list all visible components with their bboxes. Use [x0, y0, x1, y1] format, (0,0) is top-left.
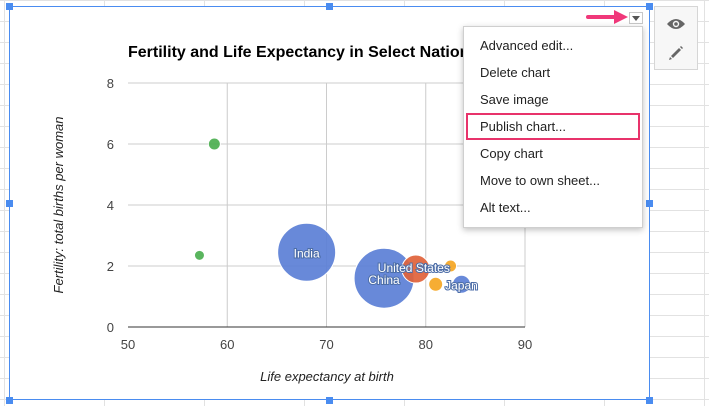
- y-tick-label: 0: [107, 320, 114, 335]
- bubble-label: India: [294, 246, 320, 260]
- pointer-arrow-icon: [586, 10, 628, 24]
- y-tick-label: 2: [107, 259, 114, 274]
- pencil-icon: [669, 46, 683, 60]
- resize-handle-top-right[interactable]: [646, 3, 653, 10]
- menu-item-publish-chart[interactable]: Publish chart...: [466, 113, 640, 140]
- x-tick-label: 70: [319, 337, 333, 352]
- x-axis-label: Life expectancy at birth: [260, 369, 394, 384]
- side-toolbar: [654, 6, 698, 70]
- bubble-label: Japan: [445, 278, 478, 292]
- chart-menu-dropdown[interactable]: [629, 12, 643, 24]
- bubble-point: [277, 222, 337, 282]
- y-tick-label: 4: [107, 198, 114, 213]
- bubble-point: [207, 137, 221, 151]
- y-axis-label: Fertility: total births per woman: [51, 116, 66, 293]
- menu-item-delete-chart[interactable]: Delete chart: [480, 65, 551, 80]
- bubble-point: [444, 259, 458, 273]
- axis-ticks: 50 60 70 80 90 0 2 4 6 8: [107, 76, 532, 352]
- bubble-point: [193, 249, 205, 261]
- y-tick-label: 6: [107, 137, 114, 152]
- resize-handle-middle-left[interactable]: [6, 200, 13, 207]
- resize-handle-top-left[interactable]: [6, 3, 13, 10]
- eye-icon: [667, 19, 685, 29]
- x-tick-label: 50: [121, 337, 135, 352]
- menu-item-advanced-edit[interactable]: Advanced edit...: [480, 38, 574, 53]
- view-button[interactable]: [660, 10, 692, 38]
- menu-item-alt-text[interactable]: Alt text...: [480, 200, 531, 215]
- bubble-point: [428, 276, 444, 292]
- grid-lines: [128, 82, 526, 328]
- x-tick-label: 90: [518, 337, 532, 352]
- y-tick-label: 8: [107, 76, 114, 91]
- resize-handle-bottom-right[interactable]: [646, 397, 653, 404]
- menu-item-move-to-own-sheet[interactable]: Move to own sheet...: [480, 173, 600, 188]
- resize-handle-bottom-left[interactable]: [6, 397, 13, 404]
- bubble-point: [401, 254, 431, 284]
- x-tick-label: 80: [419, 337, 433, 352]
- x-tick-label: 60: [220, 337, 234, 352]
- menu-item-copy-chart[interactable]: Copy chart: [480, 146, 543, 161]
- resize-handle-bottom-middle[interactable]: [326, 397, 333, 404]
- bubble-label: China: [368, 273, 400, 287]
- edit-button[interactable]: [660, 39, 692, 67]
- bubble-label: United States: [378, 261, 450, 275]
- resize-handle-middle-right[interactable]: [646, 200, 653, 207]
- resize-handle-top-middle[interactable]: [326, 3, 333, 10]
- bubble-point: [451, 274, 471, 294]
- chart-context-menu: Advanced edit... Delete chart Save image…: [463, 26, 643, 228]
- chart-title: Fertility and Life Expectancy in Select …: [128, 44, 478, 61]
- menu-item-save-image[interactable]: Save image: [480, 92, 549, 107]
- chevron-down-icon: [632, 15, 640, 21]
